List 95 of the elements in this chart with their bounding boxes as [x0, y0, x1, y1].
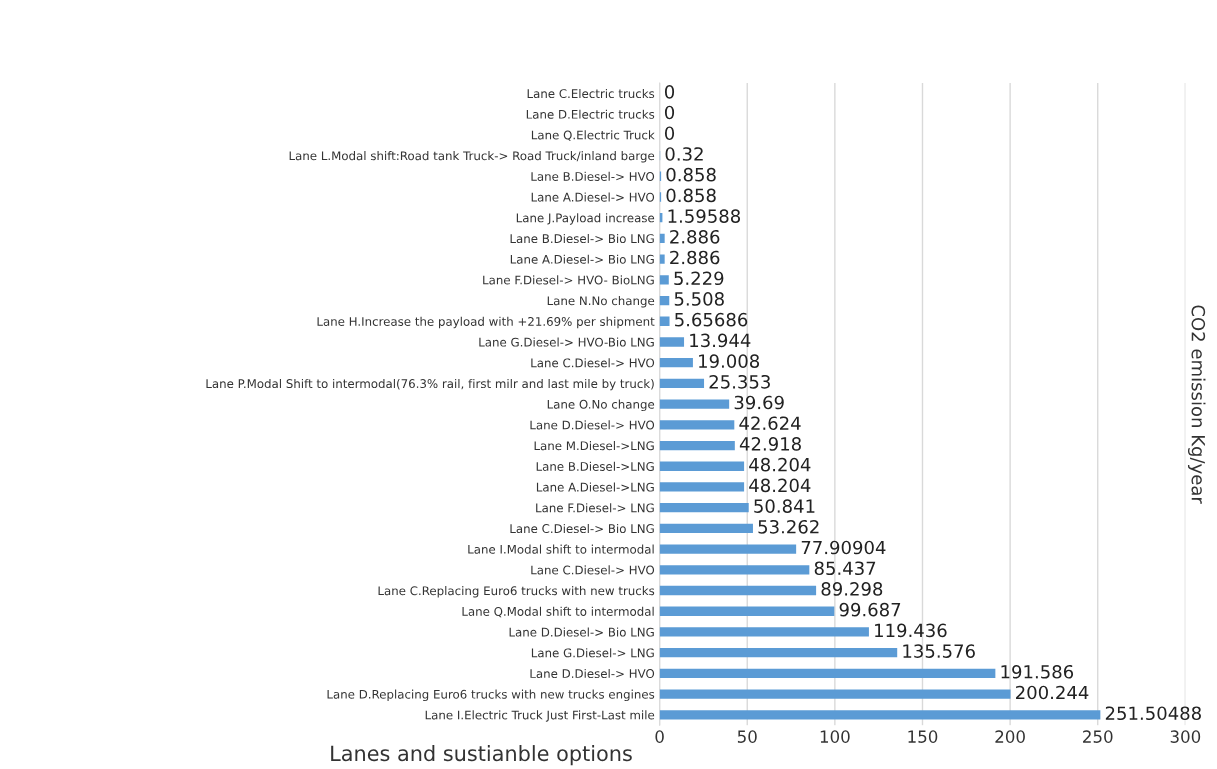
data-label: 85.437 — [814, 561, 876, 576]
data-label: 19.008 — [699, 354, 760, 368]
y-tick-label: Lane D.Diesel-> Bio LNG — [509, 627, 654, 637]
data-label: 251.50488 — [1105, 706, 1201, 721]
data-label: 99.687 — [839, 602, 901, 617]
data-label: 135.576 — [903, 644, 975, 658]
bar — [659, 378, 705, 389]
y-tick-label: Lane P.Modal Shift to intermodal(76.3% rail, first milr and last mile by truck) — [206, 378, 654, 391]
x-tick-label: 200 — [995, 730, 1025, 743]
bar — [659, 565, 810, 575]
y-tick-label: Lane C.Diesel-> HVO — [531, 565, 655, 575]
bar — [659, 710, 1101, 720]
y-tick-label: Lane D.Replacing Euro6 trucks with new trucks engines — [327, 689, 655, 702]
y-tick-label: Lane C.Diesel-> HVO — [531, 358, 655, 368]
bar — [659, 440, 735, 451]
bar — [659, 316, 670, 326]
bar — [659, 358, 693, 368]
data-label: 0 — [664, 84, 675, 99]
bar — [659, 461, 745, 471]
y-tick-label: Lane C.Diesel-> Bio LNG — [510, 523, 654, 534]
data-label: 25.353 — [709, 374, 770, 389]
x-tick-label: 50 — [737, 730, 757, 743]
bar — [659, 233, 665, 244]
y-tick-label: Lane D.Diesel-> HVO — [530, 420, 655, 430]
data-label: 2.886 — [670, 250, 720, 265]
bar — [659, 523, 753, 534]
data-label: 0.858 — [666, 167, 716, 182]
y-tick-label: Lane I.Electric Truck Just First-Last mile — [425, 710, 655, 722]
y-tick-label: Lane F.Diesel-> HVO- BioLNG — [483, 275, 654, 285]
x-axis-title: Lanes and sustianble options — [331, 745, 632, 766]
bar — [659, 627, 869, 637]
bar — [659, 689, 1011, 699]
y-tick-label: Lane J.Payload increase — [516, 213, 655, 225]
data-label: 0.32 — [665, 147, 703, 161]
x-tick-label: 300 — [1170, 730, 1201, 743]
bar — [659, 648, 898, 658]
data-label: 2.886 — [670, 229, 720, 244]
bar — [659, 399, 730, 409]
y-tick-label: Lane B.Diesel-> Bio LNG — [510, 233, 654, 244]
data-label: 191.586 — [1001, 664, 1074, 679]
data-label: 39.69 — [734, 395, 784, 410]
y-tick-label: Lane A.Diesel-> HVO — [531, 192, 655, 202]
bar — [659, 585, 817, 596]
data-label: 42.624 — [739, 416, 801, 431]
bar — [659, 482, 745, 492]
y-tick-label: Lane D.Electric trucks — [526, 109, 655, 119]
x-tick-label: 150 — [908, 730, 938, 743]
data-label: 0 — [664, 126, 675, 141]
y-tick-label: Lane G.Diesel-> LNG — [531, 648, 654, 658]
bar — [659, 337, 685, 347]
data-label: 89.298 — [821, 582, 883, 596]
y-tick-label: Lane N.No change — [547, 296, 655, 308]
y-tick-label: Lane Q.Electric Truck — [531, 130, 655, 141]
y-tick-label: Lane H.Increase the payload with +21.69% per shipment — [317, 316, 655, 329]
y-tick-label: Lane B.Diesel->LNG — [536, 461, 654, 471]
data-label: 77.90904 — [801, 540, 886, 555]
y-tick-label: Lane I.Modal shift to intermodal — [468, 544, 654, 554]
data-label: 119.436 — [875, 623, 947, 638]
data-label: 48.204 — [749, 478, 811, 493]
bar — [659, 275, 669, 285]
y2-axis-title: CO2 emission Kg/year — [1187, 305, 1206, 504]
data-label: 5.65686 — [675, 312, 748, 327]
y-tick-label: Lane C.Electric trucks — [527, 88, 655, 99]
y-tick-label: Lane F.Diesel-> LNG — [536, 503, 654, 513]
x-tick-label: 0 — [655, 730, 664, 743]
y-tick-label: Lane O.No change — [547, 399, 655, 412]
data-label: 5.229 — [674, 271, 724, 286]
y-tick-label: Lane B.Diesel-> HVO — [531, 171, 655, 181]
bar — [659, 544, 797, 554]
y-tick-label: Lane A.Diesel-> Bio LNG — [510, 254, 654, 264]
x-tick-label: 100 — [820, 730, 850, 743]
y-tick-label: Lane A.Diesel->LNG — [536, 482, 654, 492]
data-label: 0 — [664, 105, 675, 120]
bar — [659, 254, 665, 264]
data-label: 48.204 — [749, 457, 811, 472]
x-tick-label: 250 — [1083, 730, 1113, 743]
data-label: 1.59588 — [668, 209, 741, 223]
bar — [659, 295, 670, 306]
y-tick-label: Lane Q.Modal shift to intermodal — [462, 606, 654, 618]
data-label: 13.944 — [690, 333, 751, 348]
y-tick-label: Lane G.Diesel-> HVO-Bio LNG — [479, 337, 654, 347]
y-tick-label: Lane C.Replacing Euro6 trucks with new trucks — [378, 586, 655, 598]
data-label: 50.841 — [754, 499, 815, 513]
data-label: 200.244 — [1016, 685, 1089, 700]
y-tick-label: Lane L.Modal shift:Road tank Truck-> Road Truck/inland barge — [289, 151, 655, 163]
data-label: 0.858 — [666, 188, 716, 203]
bar — [659, 606, 835, 616]
y-tick-label: Lane D.Diesel-> HVO — [530, 668, 655, 679]
bar — [659, 503, 749, 513]
bar — [659, 668, 996, 679]
bar — [659, 420, 735, 430]
y-tick-label: Lane M.Diesel->LNG — [534, 441, 654, 451]
data-label: 53.262 — [758, 519, 819, 534]
data-label: 42.918 — [739, 437, 801, 451]
data-label: 5.508 — [674, 292, 724, 306]
